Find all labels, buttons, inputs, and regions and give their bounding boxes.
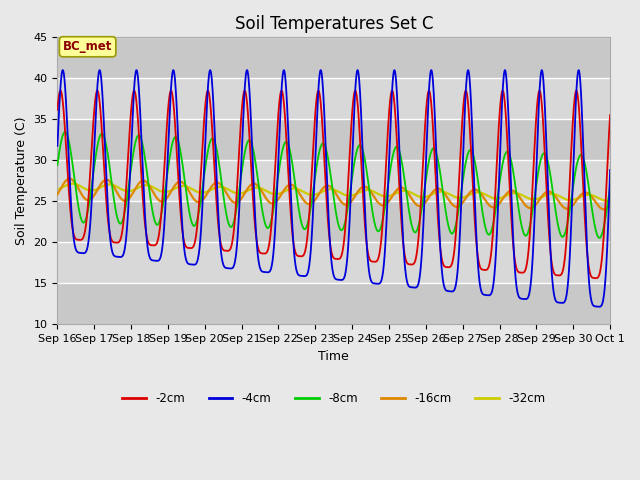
Bar xyxy=(58,37,610,78)
Y-axis label: Soil Temperature (C): Soil Temperature (C) xyxy=(15,117,28,245)
Bar xyxy=(58,78,610,120)
Bar xyxy=(58,283,610,324)
Bar xyxy=(58,242,610,283)
Bar xyxy=(58,201,610,242)
Text: BC_met: BC_met xyxy=(63,40,112,53)
Bar xyxy=(58,160,610,201)
Bar xyxy=(58,120,610,160)
X-axis label: Time: Time xyxy=(318,349,349,362)
Legend: -2cm, -4cm, -8cm, -16cm, -32cm: -2cm, -4cm, -8cm, -16cm, -32cm xyxy=(117,388,550,410)
Title: Soil Temperatures Set C: Soil Temperatures Set C xyxy=(234,15,433,33)
